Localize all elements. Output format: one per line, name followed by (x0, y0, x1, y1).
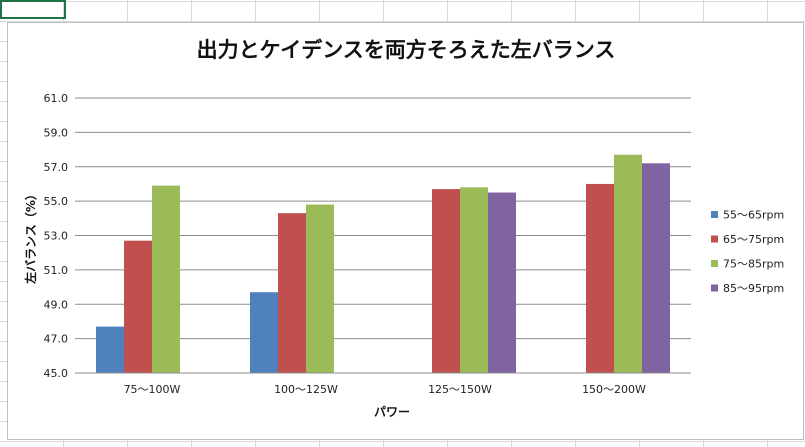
y-tick-label: 45.0 (44, 367, 69, 380)
selected-cell[interactable] (0, 0, 66, 19)
legend-swatch (711, 284, 718, 292)
legend-swatch (711, 235, 718, 243)
chart-title: 出力とケイデンスを両方そろえた左バランス (197, 38, 616, 62)
bar (306, 204, 334, 373)
legend-label: 85～95rpm (723, 282, 784, 295)
bars (96, 154, 670, 373)
bar (614, 154, 642, 373)
x-axis-title: パワー (374, 405, 410, 419)
bar (460, 187, 488, 373)
y-tick-label: 57.0 (44, 161, 69, 174)
legend-label: 75～85rpm (723, 258, 784, 271)
bar-chart: 出力とケイデンスを両方そろえた左バランス 45.0 47.0 49.0 51.0 53.… (23, 38, 784, 419)
legend-swatch (711, 260, 718, 267)
y-axis-title: 左バランス（%） (23, 188, 38, 285)
legend-label: 65～75rpm (723, 233, 784, 246)
bar (432, 189, 460, 373)
bar (642, 163, 670, 373)
y-tick-label: 49.0 (44, 298, 69, 311)
legend-label: 55～65rpm (723, 209, 784, 222)
x-tick-label: 100～125W (274, 383, 338, 396)
y-tick-labels: 45.0 47.0 49.0 51.0 53.0 55.0 57.0 59.0 61.0 (44, 92, 69, 380)
bar (250, 292, 278, 373)
y-tick-label: 51.0 (44, 264, 69, 277)
legend: 55～65rpm 65～75rpm 75～85rpm 85～95rpm (711, 209, 784, 295)
bar (278, 213, 306, 373)
y-tick-label: 59.0 (44, 126, 69, 139)
x-tick-labels: 75～100W 100～125W 125～150W 150～200W (124, 383, 646, 396)
bar (488, 192, 516, 373)
legend-swatch (711, 211, 718, 218)
x-tick-label: 150～200W (582, 383, 646, 396)
y-tick-label: 61.0 (44, 92, 69, 105)
y-tick-label: 47.0 (44, 333, 69, 346)
y-tick-label: 55.0 (44, 195, 69, 208)
bar (124, 240, 152, 373)
bar (586, 183, 614, 373)
x-tick-label: 75～100W (124, 383, 181, 396)
bar (96, 326, 124, 373)
bar (152, 185, 180, 373)
chart-area[interactable]: 出力とケイデンスを両方そろえた左バランス 45.0 47.0 49.0 51.0 53.… (7, 22, 804, 440)
x-tick-label: 125～150W (428, 383, 492, 396)
y-tick-label: 53.0 (44, 230, 69, 243)
